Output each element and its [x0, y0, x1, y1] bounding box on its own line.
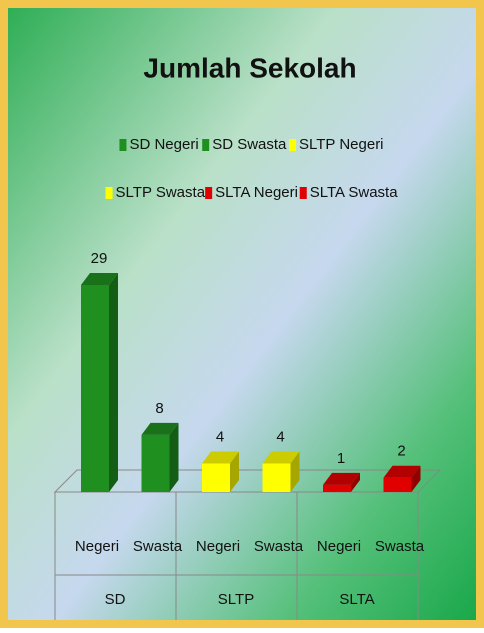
legend-label: SLTA Negeri — [215, 184, 298, 201]
bar-front — [202, 463, 230, 492]
bar-side — [230, 451, 239, 492]
x-tick-label: Swasta — [133, 538, 183, 555]
chart-title: Jumlah Sekolah — [143, 52, 356, 83]
x-tick-label: Negeri — [317, 538, 361, 555]
bar — [202, 451, 239, 492]
bar — [323, 472, 360, 492]
bar-front — [262, 463, 291, 492]
data-label: 4 — [276, 428, 284, 445]
group-label: SLTP — [218, 591, 254, 608]
bar — [141, 422, 179, 492]
category-table — [54, 492, 419, 620]
bar-top — [262, 451, 300, 464]
data-label: 29 — [91, 250, 108, 267]
data-label: 2 — [397, 443, 405, 460]
bar-side — [169, 422, 179, 492]
legend-label: SD Negeri — [129, 136, 198, 153]
bar-side — [411, 465, 421, 492]
bar-front — [383, 477, 412, 492]
legend-swatch — [205, 187, 213, 199]
group-label: SLTA — [339, 591, 374, 608]
data-label: 1 — [337, 450, 345, 467]
bar-top — [383, 465, 421, 478]
bar — [81, 273, 118, 492]
legend-swatch — [289, 139, 297, 151]
bar-top — [202, 451, 239, 464]
plot-background — [8, 8, 476, 620]
bar — [383, 465, 421, 492]
x-tick-label: Negeri — [196, 538, 240, 555]
bar-side — [351, 472, 360, 492]
legend-swatch — [119, 139, 127, 151]
bar-front — [323, 484, 351, 492]
x-tick-label: Swasta — [254, 538, 304, 555]
group-label: SD — [105, 591, 126, 608]
x-tick-label: Negeri — [75, 538, 119, 555]
legend-label: SD Swasta — [212, 136, 287, 153]
bar-top — [81, 273, 118, 285]
legend-label: SLTP Swasta — [116, 184, 206, 201]
legend-swatch — [105, 187, 113, 199]
bar-front — [81, 285, 109, 492]
legend-swatch — [202, 139, 210, 151]
bar-top — [141, 422, 179, 435]
bar-front — [141, 434, 170, 492]
legend-swatch — [299, 187, 307, 199]
data-label: 4 — [216, 428, 224, 445]
data-label: 8 — [155, 400, 163, 417]
x-tick-label: Swasta — [375, 538, 425, 555]
legend-label: SLTP Negeri — [299, 136, 384, 153]
bar — [262, 451, 300, 492]
bar-side — [290, 451, 300, 492]
legend-label: SLTA Swasta — [310, 184, 398, 201]
bar-side — [109, 273, 118, 492]
bar-top — [323, 472, 360, 485]
